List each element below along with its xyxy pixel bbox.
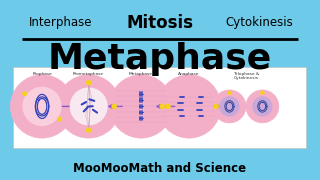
Circle shape — [86, 80, 92, 85]
Text: Metaphase: Metaphase — [48, 42, 272, 76]
Text: MooMooMath and Science: MooMooMath and Science — [73, 162, 247, 175]
Circle shape — [165, 103, 171, 109]
Circle shape — [246, 90, 279, 123]
Circle shape — [70, 87, 108, 125]
Text: Cytokinesis: Cytokinesis — [225, 16, 293, 29]
Circle shape — [57, 75, 120, 138]
Circle shape — [57, 117, 62, 122]
Text: Interphase: Interphase — [29, 16, 92, 29]
Circle shape — [252, 96, 273, 117]
Circle shape — [10, 75, 74, 138]
Circle shape — [219, 96, 240, 117]
Text: Mitosis: Mitosis — [126, 14, 194, 32]
Circle shape — [157, 75, 221, 138]
Text: Anaphase: Anaphase — [178, 72, 200, 76]
Circle shape — [159, 103, 165, 109]
Circle shape — [227, 91, 232, 95]
Circle shape — [260, 91, 265, 95]
Circle shape — [213, 103, 219, 109]
Circle shape — [109, 75, 173, 138]
FancyBboxPatch shape — [13, 67, 307, 149]
Circle shape — [86, 127, 92, 133]
Circle shape — [22, 91, 27, 96]
Circle shape — [22, 87, 62, 126]
Text: Prometaphase: Prometaphase — [73, 72, 104, 76]
Text: Telophase &
Cytokinesis: Telophase & Cytokinesis — [233, 72, 259, 80]
Text: Prophase: Prophase — [32, 72, 52, 76]
Circle shape — [111, 103, 117, 109]
Circle shape — [213, 90, 246, 123]
Text: Metaphase: Metaphase — [129, 72, 153, 76]
